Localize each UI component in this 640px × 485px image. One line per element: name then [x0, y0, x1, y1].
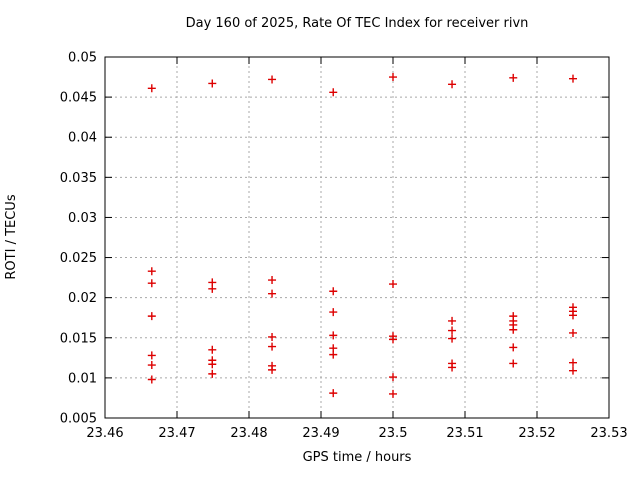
- data-point-marker: [268, 75, 277, 84]
- y-tick-label: 0.05: [68, 51, 97, 66]
- plot-frame: [104, 56, 610, 419]
- y-tick-label: 0.015: [60, 331, 97, 346]
- data-point-marker: [268, 365, 277, 374]
- y-tick-label: 0.03: [68, 211, 97, 226]
- data-point-marker: [208, 79, 217, 88]
- y-tick-label: 0.035: [60, 171, 97, 186]
- data-point-marker: [569, 311, 577, 320]
- x-tick-label: 23.48: [230, 426, 267, 441]
- y-tick-label: 0.025: [60, 251, 97, 266]
- data-point-marker: [147, 267, 156, 276]
- data-point-marker: [268, 289, 277, 298]
- x-tick-label: 23.53: [590, 426, 627, 441]
- data-point-marker: [147, 84, 156, 93]
- y-axis-label: ROTI / TECUs: [4, 194, 19, 279]
- data-point-marker: [208, 345, 217, 354]
- x-tick-label: 23.5: [379, 426, 408, 441]
- data-point-marker: [569, 366, 577, 375]
- data-point-marker: [389, 373, 397, 382]
- axis-ticks: [104, 56, 610, 419]
- plot-border: [104, 56, 610, 419]
- data-points: [147, 73, 577, 398]
- x-tick-label: 23.51: [446, 426, 483, 441]
- data-point-marker: [389, 389, 397, 398]
- data-point-marker: [509, 359, 518, 368]
- data-point-marker: [268, 342, 277, 351]
- gridlines: [104, 56, 610, 419]
- data-point-marker: [329, 308, 338, 317]
- data-point-marker: [329, 389, 338, 398]
- data-point-marker: [569, 74, 577, 83]
- data-point-marker: [147, 375, 156, 384]
- chart-title: Day 160 of 2025, Rate Of TEC Index for r…: [186, 16, 529, 31]
- data-point-marker: [147, 312, 156, 321]
- data-point-marker: [448, 334, 457, 343]
- data-point-marker: [147, 351, 156, 360]
- data-point-marker: [448, 326, 457, 335]
- y-tick-label: 0.045: [60, 91, 97, 106]
- data-point-marker: [208, 360, 217, 369]
- data-point-marker: [329, 287, 338, 296]
- y-tick-label: 0.005: [60, 412, 97, 427]
- data-point-marker: [509, 325, 518, 334]
- data-point-marker: [147, 361, 156, 370]
- data-point-marker: [268, 276, 277, 285]
- data-point-marker: [509, 343, 518, 352]
- data-point-marker: [208, 284, 217, 293]
- x-tick-label: 23.46: [86, 426, 123, 441]
- data-point-marker: [389, 335, 397, 344]
- x-tick-label: 23.47: [158, 426, 195, 441]
- data-point-marker: [389, 280, 397, 289]
- data-point-marker: [329, 88, 338, 97]
- data-point-marker: [509, 73, 518, 82]
- data-point-marker: [268, 332, 277, 341]
- data-point-marker: [389, 73, 397, 82]
- data-point-marker: [208, 369, 217, 378]
- x-tick-label: 23.52: [518, 426, 555, 441]
- data-point-marker: [569, 358, 577, 367]
- data-point-marker: [448, 363, 457, 372]
- data-point-marker: [448, 316, 457, 325]
- data-point-marker: [448, 80, 457, 89]
- y-tick-label: 0.04: [68, 131, 97, 146]
- data-point-marker: [329, 350, 338, 359]
- x-axis-label: GPS time / hours: [303, 450, 412, 465]
- data-point-marker: [569, 328, 577, 337]
- y-tick-label: 0.01: [68, 371, 97, 386]
- chart-labels: Day 160 of 2025, Rate Of TEC Index for r…: [4, 16, 628, 465]
- x-tick-label: 23.49: [302, 426, 339, 441]
- data-point-marker: [329, 331, 338, 340]
- y-tick-label: 0.02: [68, 291, 97, 306]
- data-point-marker: [147, 279, 156, 288]
